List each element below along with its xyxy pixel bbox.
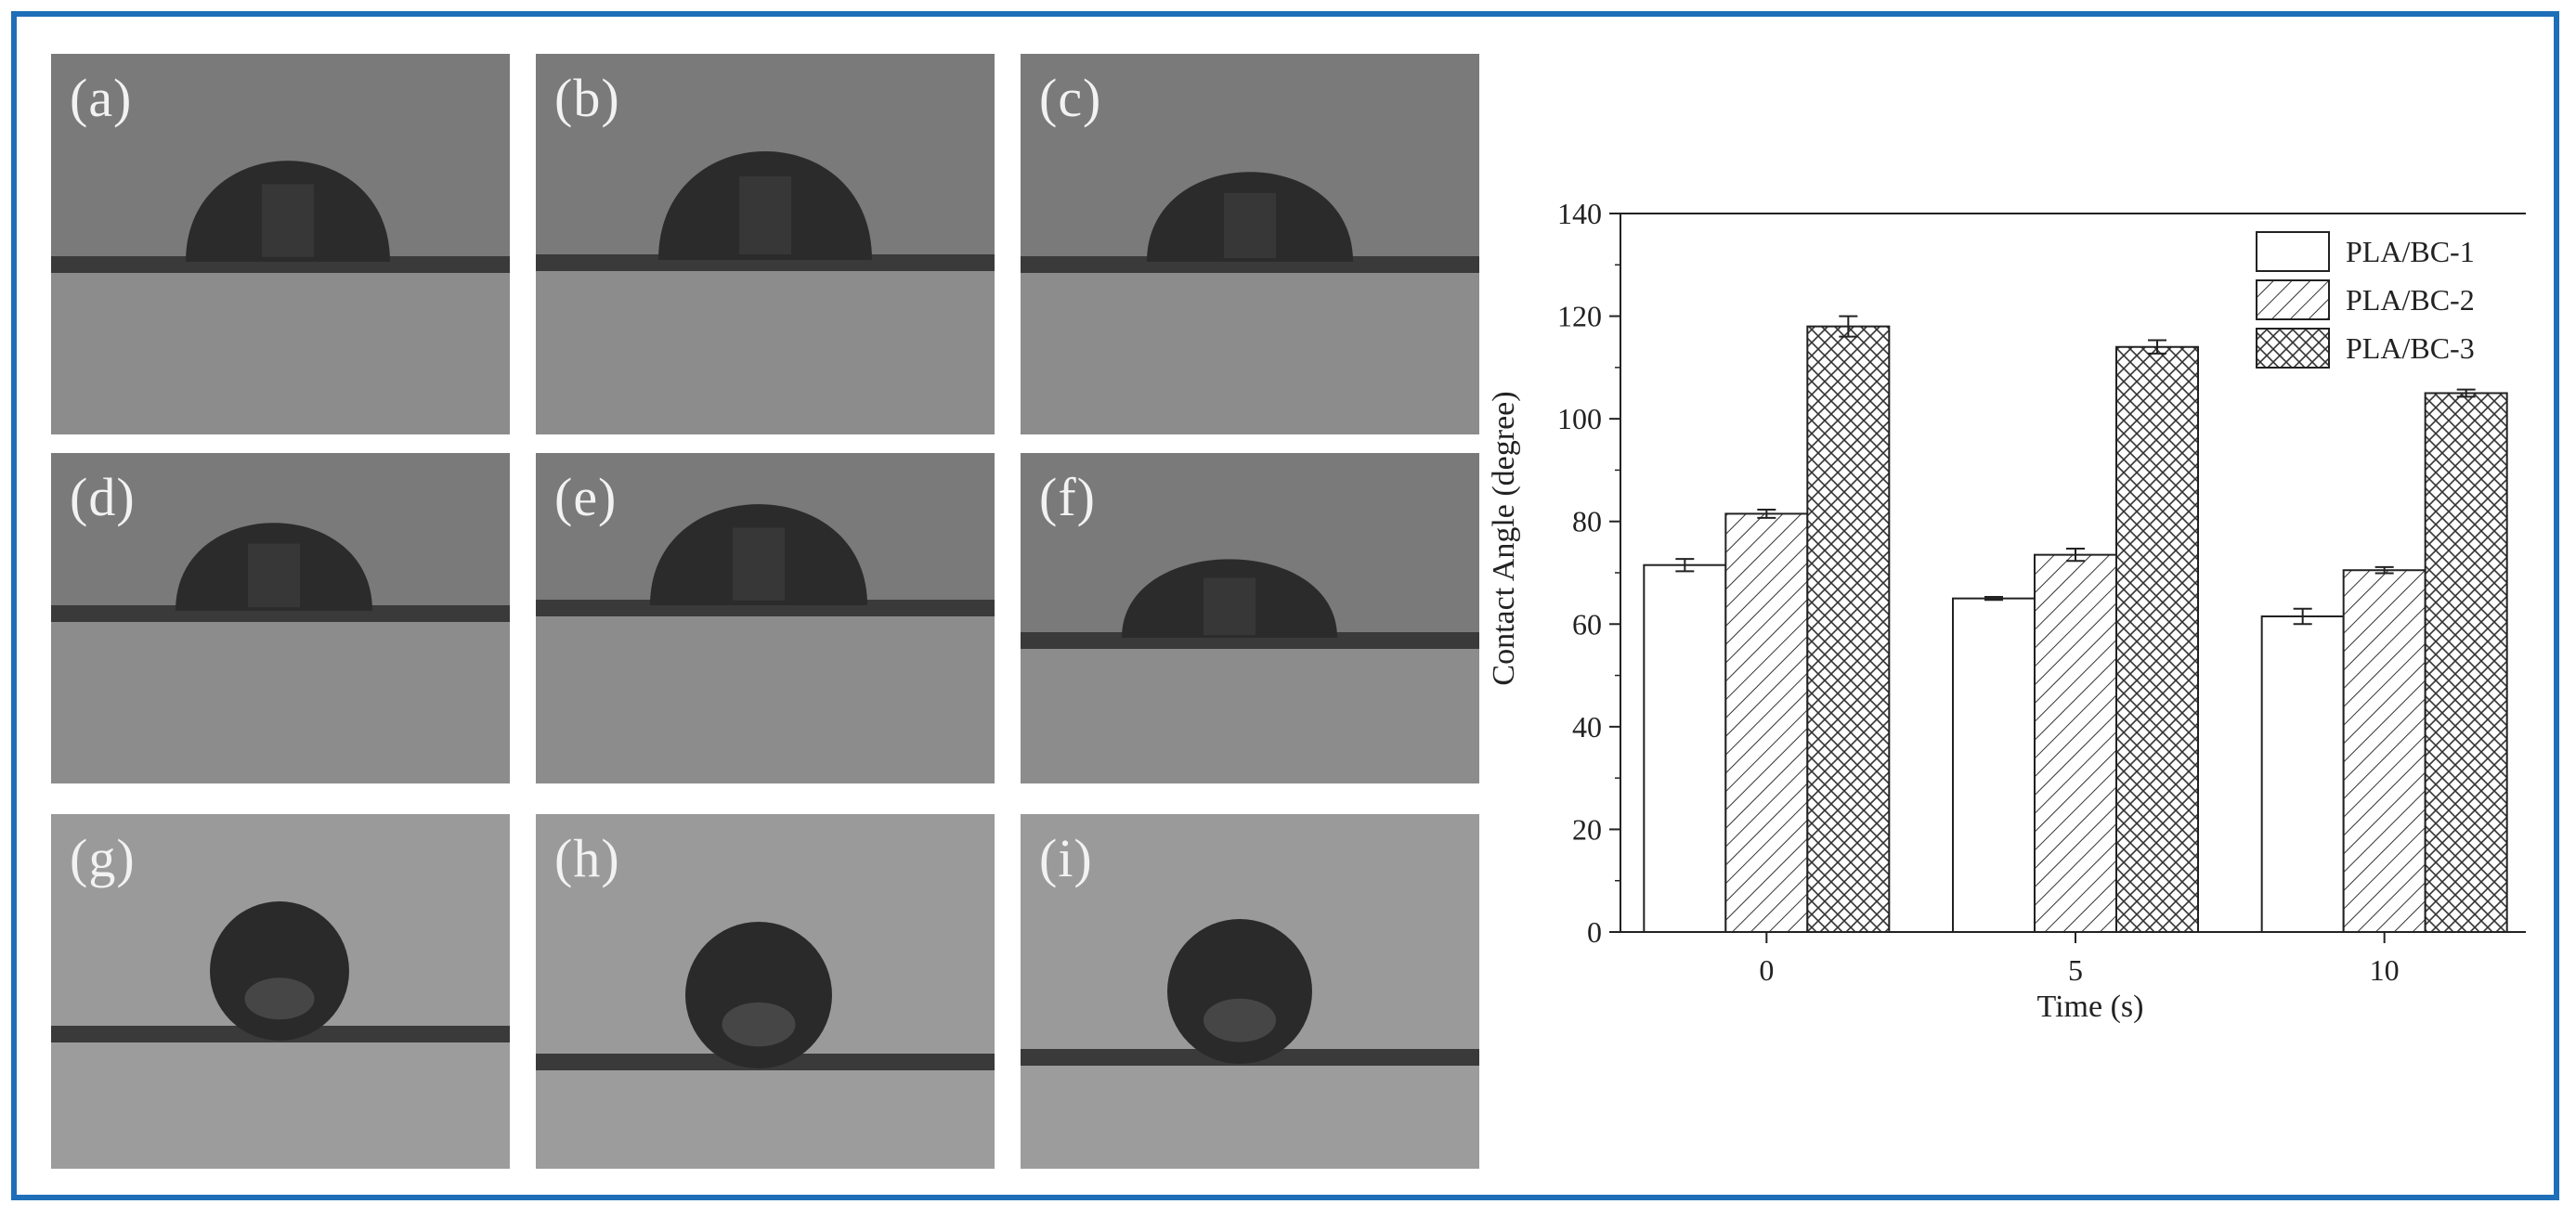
panel-label: (i) bbox=[1039, 828, 1093, 888]
bar-PLA/BC-3 bbox=[2115, 345, 2199, 933]
y-tick-label: 40 bbox=[1572, 710, 1602, 744]
droplet-image-2: (b) bbox=[536, 54, 995, 434]
bar-PLA/BC-1 bbox=[2260, 615, 2345, 933]
panel-label: (e) bbox=[554, 467, 618, 527]
bar-PLA/BC-2 bbox=[2034, 553, 2117, 933]
bar-PLA/BC-2 bbox=[2342, 569, 2426, 933]
bar-PLA/BC-2 bbox=[1724, 512, 1809, 933]
bar-PLA/BC-1 bbox=[1952, 597, 2036, 933]
legend-label: PLA/BC-2 bbox=[2346, 283, 2475, 317]
y-axis-label: Contact Angle (degree) bbox=[1487, 391, 1521, 685]
droplet-image-7: (g) bbox=[51, 814, 510, 1169]
legend-swatch bbox=[2256, 328, 2330, 369]
x-tick-label: 5 bbox=[2068, 953, 2083, 987]
panel-label: (a) bbox=[70, 68, 133, 128]
y-tick-label: 120 bbox=[1557, 300, 1602, 333]
y-tick-label: 20 bbox=[1572, 812, 1602, 846]
droplet-image-8: (h) bbox=[536, 814, 995, 1169]
legend-swatch bbox=[2256, 231, 2330, 272]
bar-PLA/BC-1 bbox=[1643, 563, 1727, 933]
panel-label: (g) bbox=[70, 828, 136, 888]
y-tick-label: 0 bbox=[1587, 915, 1602, 949]
droplet-image-6: (f) bbox=[1021, 453, 1479, 783]
droplet-image-3: (c) bbox=[1021, 54, 1479, 434]
droplet-image-4: (d) bbox=[51, 453, 510, 783]
x-axis-label: Time (s) bbox=[2037, 990, 2144, 1024]
x-tick-label: 0 bbox=[1759, 953, 1774, 987]
panel-label: (d) bbox=[70, 467, 136, 527]
droplet-image-1: (a) bbox=[51, 54, 510, 434]
panel-label: (f) bbox=[1039, 467, 1096, 527]
panel-label: (h) bbox=[554, 828, 620, 888]
droplet-image-5: (e) bbox=[536, 453, 995, 783]
y-tick-label: 140 bbox=[1557, 197, 1602, 230]
x-tick-label: 10 bbox=[2370, 953, 2400, 987]
y-tick-label: 80 bbox=[1572, 505, 1602, 538]
panel-label: (c) bbox=[1039, 68, 1102, 128]
plot-area: 0 20 40 60 80 100 120 140 0 5 10 PLA/BC-1 PLA/BC-2 PL… bbox=[1557, 197, 2526, 987]
panel-label: (b) bbox=[554, 68, 620, 128]
legend-swatch bbox=[2256, 279, 2330, 320]
y-tick-label: 60 bbox=[1572, 607, 1602, 641]
droplet-image-9: (i) bbox=[1021, 814, 1479, 1169]
legend-label: PLA/BC-3 bbox=[2346, 331, 2475, 365]
legend-label: PLA/BC-1 bbox=[2346, 235, 2475, 268]
bar-PLA/BC-3 bbox=[2424, 392, 2508, 933]
contact-angle-bar-chart: 0 20 40 60 80 100 120 140 0 5 10 PLA/BC-1 PLA/BC-2 PL… bbox=[1487, 197, 2526, 1024]
y-tick-label: 100 bbox=[1557, 402, 1602, 435]
bar-PLA/BC-3 bbox=[1806, 325, 1891, 933]
